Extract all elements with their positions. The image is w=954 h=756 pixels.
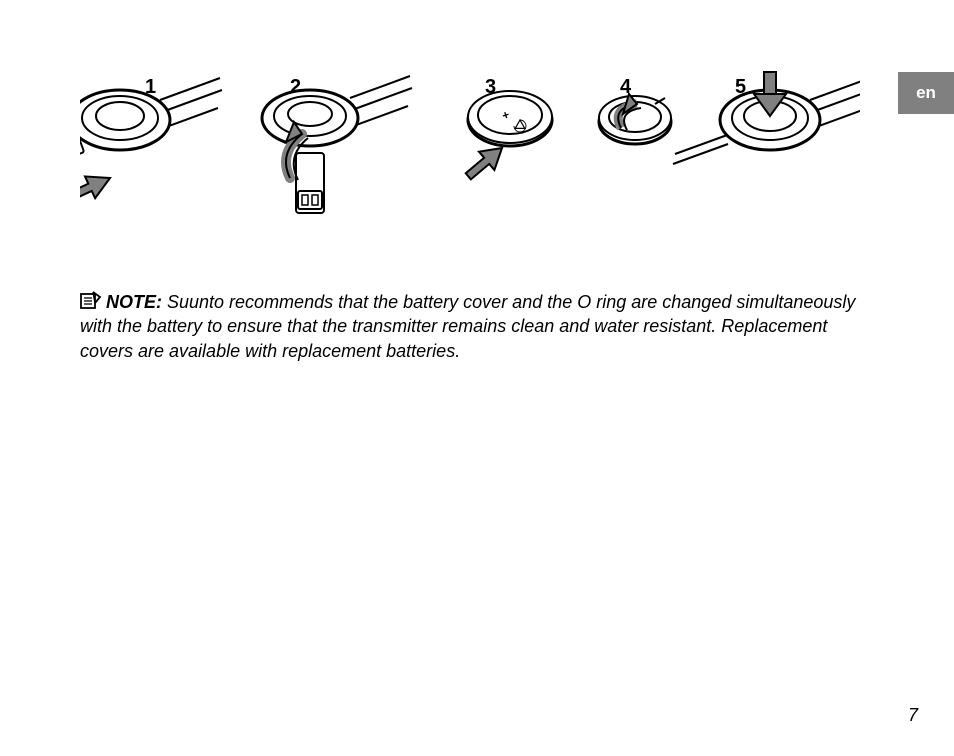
battery-change-diagram: +: [80, 60, 860, 240]
manual-page: en 1 2 3 4 5: [0, 0, 954, 756]
note-block: NOTE: Suunto recommends that the battery…: [80, 290, 870, 363]
step-5-illustration: [673, 72, 860, 164]
page-number: 7: [908, 705, 918, 726]
step-1-illustration: [80, 78, 222, 209]
note-icon: [80, 290, 102, 310]
language-tab-label: en: [916, 83, 936, 103]
step-3-illustration: +: [461, 91, 552, 185]
step-2-illustration: [262, 76, 412, 213]
language-tab: en: [898, 72, 954, 114]
diagram-svg: +: [80, 60, 860, 240]
note-text: Suunto recommends that the battery cover…: [80, 292, 855, 361]
note-label: NOTE:: [106, 292, 162, 312]
step-4-illustration: [599, 94, 671, 144]
